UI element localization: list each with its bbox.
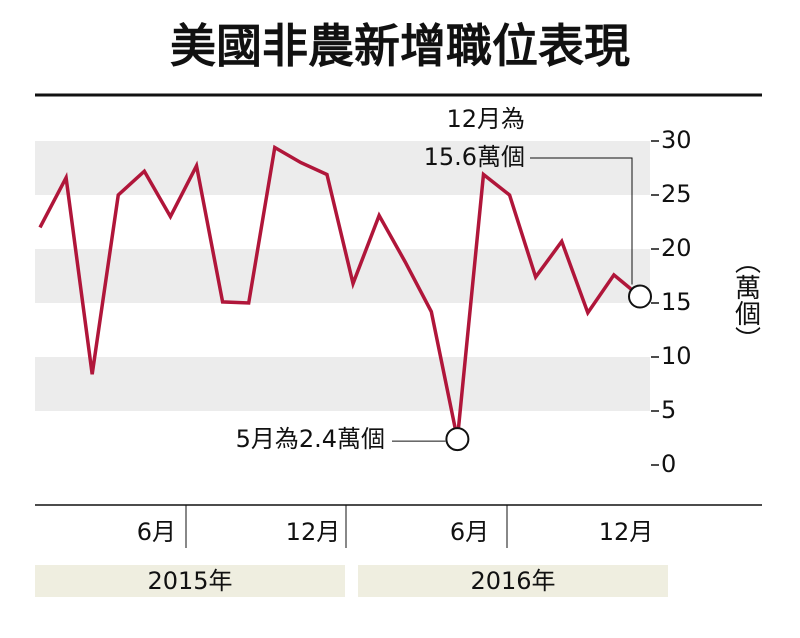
highlight-point — [445, 427, 470, 452]
y-tick-label: 10 — [661, 342, 692, 370]
y-tick-label: 15 — [661, 288, 692, 316]
year-label: 2016年 — [470, 567, 555, 595]
year-band — [358, 565, 668, 597]
grid-band — [35, 141, 650, 195]
y-tick-label: 30 — [661, 126, 692, 154]
grid-band — [35, 249, 650, 303]
y-axis-label: （萬個） — [731, 248, 761, 352]
y-tick-label: 5 — [661, 396, 676, 424]
bands — [35, 141, 650, 411]
annotation-leader — [530, 157, 633, 285]
annotation: 12月為 — [446, 105, 525, 133]
x-tick-label: 6月 — [137, 518, 176, 546]
chart-title: 美國非農新增職位表現 — [170, 19, 630, 73]
year-label: 2015年 — [147, 567, 232, 595]
year-band — [35, 565, 345, 597]
grid-band — [35, 357, 650, 411]
y-tick-label: 0 — [661, 450, 676, 478]
x-tick-label: 6月 — [450, 518, 489, 546]
highlight-point — [628, 284, 652, 309]
annotation: 5月為2.4萬個 — [236, 425, 385, 453]
annotation: 15.6萬個 — [424, 143, 525, 171]
line — [38, 144, 642, 440]
x-tick-label: 12月 — [286, 518, 341, 546]
y-tick-label: 20 — [661, 234, 692, 262]
x-tick-label: 12月 — [599, 518, 654, 546]
y-tick-label: 25 — [661, 180, 692, 208]
